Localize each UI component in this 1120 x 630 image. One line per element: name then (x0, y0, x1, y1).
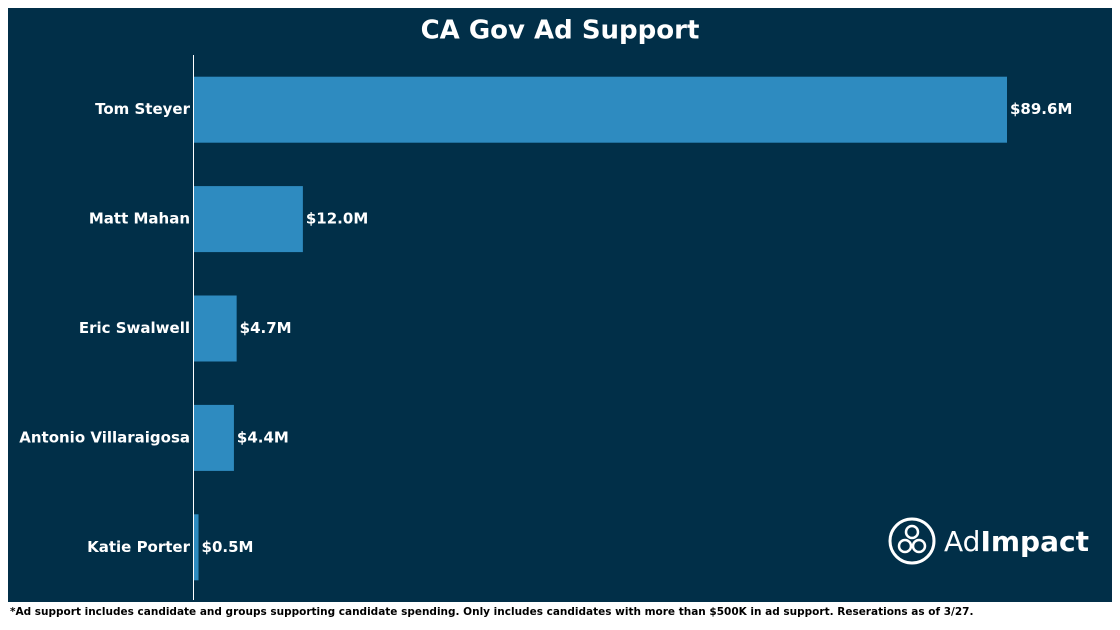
logo-text: AdImpact (944, 525, 1089, 558)
logo-prefix: Ad (944, 525, 980, 558)
category-label: Antonio Villaraigosa (19, 428, 190, 446)
logo-dot (911, 538, 927, 554)
bar (194, 295, 237, 362)
logo-dot (904, 524, 920, 540)
bar (194, 76, 1007, 143)
category-label: Tom Steyer (95, 100, 190, 118)
logo-suffix: Impact (980, 525, 1089, 558)
value-label: $4.4M (237, 428, 289, 446)
value-label: $12.0M (306, 210, 368, 228)
bar (194, 186, 303, 253)
logo-dot (897, 538, 913, 554)
value-label: $0.5M (202, 538, 254, 556)
bar (194, 404, 234, 471)
value-label: $4.7M (240, 319, 292, 337)
category-label: Matt Mahan (89, 210, 190, 228)
value-label: $89.6M (1010, 100, 1072, 118)
bar (194, 514, 199, 581)
category-label: Eric Swalwell (79, 319, 190, 337)
footnote: *Ad support includes candidate and group… (10, 606, 973, 618)
category-label: Katie Porter (87, 538, 190, 556)
chart-title: CA Gov Ad Support (421, 16, 700, 46)
logo: AdImpact (888, 517, 1089, 565)
logo-ring (888, 517, 936, 565)
